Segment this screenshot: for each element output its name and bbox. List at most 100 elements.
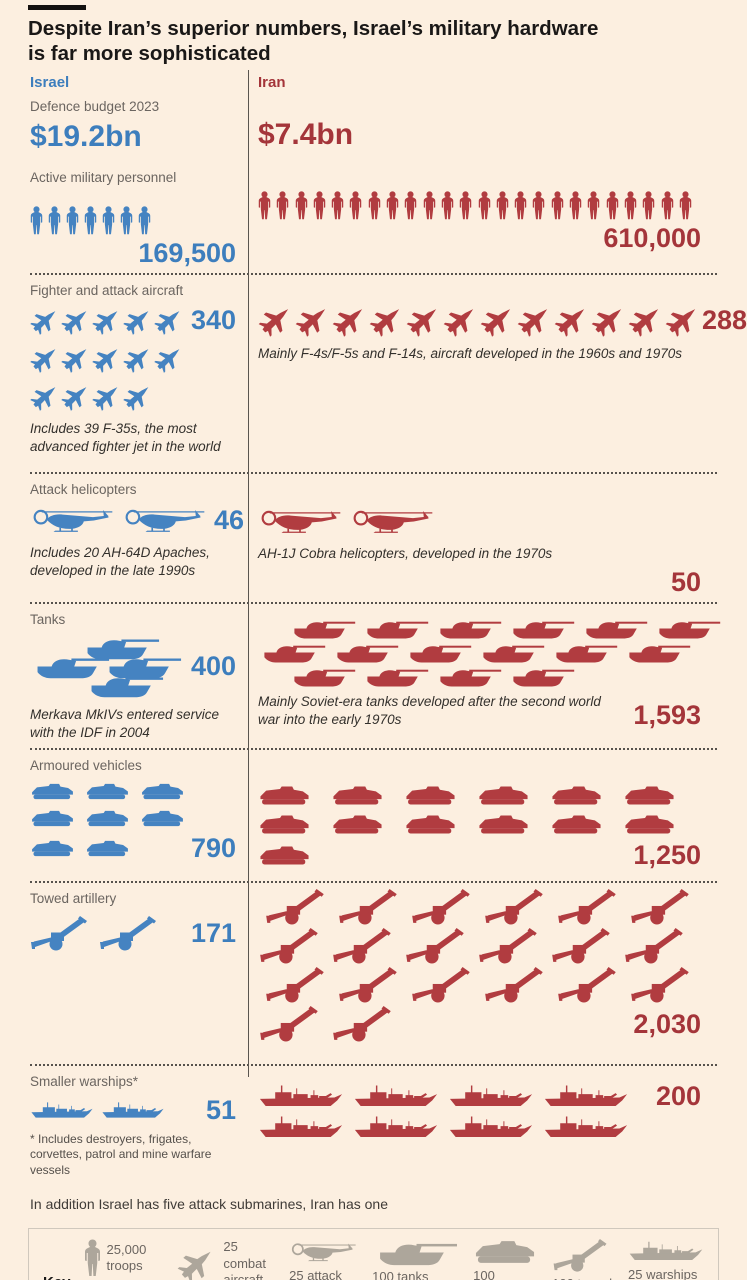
warships-iran-value: 200 xyxy=(655,1080,701,1111)
pictogram-row: 2,030 xyxy=(258,1006,701,1043)
jet-icon xyxy=(61,306,91,335)
pictogram-row xyxy=(30,781,236,802)
personnel-label: Active military personnel xyxy=(30,170,177,186)
tanks-iran-cell: Mainly Soviet-era tanks developed after … xyxy=(248,604,717,748)
key-legend: Key 25,000 troops 25 combat aircraft 25 at… xyxy=(28,1228,719,1280)
warship-icon xyxy=(258,1113,344,1142)
tank-icon xyxy=(434,618,502,639)
troop-icon xyxy=(349,190,362,221)
pictogram-row xyxy=(264,889,701,926)
key-item-warship: 25 warships xyxy=(628,1239,704,1280)
artillery-icon xyxy=(629,967,693,1004)
tank-icon xyxy=(404,642,472,663)
pictogram-row: 46 xyxy=(30,505,244,536)
pictogram-row: 51 xyxy=(30,1096,236,1124)
warship-icon xyxy=(30,1097,94,1124)
pictogram-row xyxy=(264,967,701,1004)
artillery-icon xyxy=(556,967,620,1004)
artillery-icon xyxy=(550,928,614,965)
jet-icon xyxy=(591,303,627,337)
jet-icon xyxy=(92,344,122,373)
apc-icon xyxy=(550,813,603,836)
troop-icon xyxy=(258,190,271,221)
warship-icon xyxy=(353,1113,439,1142)
troop-icon xyxy=(478,190,491,221)
aircraft-iran-pictograms: 288 xyxy=(258,303,747,337)
warships-iran-cell: 200 xyxy=(248,1066,717,1185)
troop-icon xyxy=(313,190,326,221)
aircraft-israel-pictograms: 340 xyxy=(30,306,236,411)
tank-icon xyxy=(258,642,326,663)
pictogram-row xyxy=(258,190,701,221)
warship-icon xyxy=(448,1082,534,1111)
section-tanks: Tanks 400 Merkava MkIVs entered service wi… xyxy=(30,602,717,748)
apc-icon xyxy=(404,784,457,807)
jet-icon xyxy=(30,344,60,373)
jet-icon xyxy=(258,303,294,337)
pictogram-row xyxy=(30,205,236,236)
key-item-label: 25 combat aircraft xyxy=(223,1239,266,1280)
pictogram-row xyxy=(258,784,701,807)
artillery-icon xyxy=(331,928,395,965)
apc-icon xyxy=(85,781,130,802)
armoured-iran-value: 1,250 xyxy=(633,839,701,870)
tank-icon xyxy=(361,618,429,639)
troop-icon xyxy=(295,190,308,221)
jet-icon xyxy=(628,303,664,337)
helicopters-iran-pictograms xyxy=(258,506,701,537)
troop-icon xyxy=(120,205,133,236)
tanks-iran-caption-row: Mainly Soviet-era tanks developed after … xyxy=(258,693,701,729)
apc-icon xyxy=(85,838,130,859)
personnel-israel-value: 169,500 xyxy=(138,238,236,269)
helicopters-iran-cell: AH-1J Cobra helicopters, developed in th… xyxy=(248,474,717,602)
tanks-israel-cell: Tanks 400 Merkava MkIVs entered service wi… xyxy=(30,604,248,748)
key-item-tank: 100 tanks xyxy=(372,1239,458,1280)
iran-column-header: Iran xyxy=(258,74,286,92)
key-item-label: 25 warships xyxy=(628,1267,698,1280)
troop-icon xyxy=(138,205,151,236)
aircraft-israel-cell: Fighter and attack aircraft 340 Includes 3… xyxy=(30,275,248,472)
artillery-icon xyxy=(264,967,328,1004)
jet-icon xyxy=(30,306,60,335)
artillery-icon xyxy=(258,928,322,965)
jet-icon xyxy=(154,306,184,335)
troop-icon xyxy=(514,190,527,221)
key-item-artillery: 100 towed artillery pieces xyxy=(552,1239,613,1280)
tanks-israel-caption: Merkava MkIVs entered service with the I… xyxy=(30,707,220,740)
artillery-icon xyxy=(623,928,687,965)
warships-israel-cell: Smaller warships* 51 * Includes destroyers… xyxy=(30,1066,248,1185)
pictogram-row: 288 xyxy=(258,303,747,337)
troop-icon xyxy=(404,190,417,221)
tank-icon xyxy=(580,618,648,639)
armoured-iran-cell: 1,250 xyxy=(248,750,717,881)
tanks-label: Tanks xyxy=(30,612,66,627)
pictogram-row xyxy=(30,344,236,373)
warship-icon xyxy=(101,1097,165,1124)
troop-icon xyxy=(496,190,509,221)
jet-icon xyxy=(517,303,553,337)
aircraft-iran-value: 288 xyxy=(702,304,747,335)
tank-icon xyxy=(477,642,545,663)
warships-label: Smaller warships* xyxy=(30,1073,139,1089)
title-line-2: is far more sophisticated xyxy=(28,41,271,65)
jet-icon xyxy=(443,303,479,337)
personnel-israel-value-row: 169,500 xyxy=(30,240,236,267)
helicopters-iran-caption: AH-1J Cobra helicopters, developed in th… xyxy=(258,546,553,562)
artillery-israel-pictograms: 171 xyxy=(30,916,236,952)
budget-israel-value: $19.2bn xyxy=(30,120,142,154)
helicopter-icon xyxy=(350,506,434,537)
troop-icon xyxy=(30,205,43,236)
tank-icon xyxy=(288,618,356,639)
tanks-israel-cluster: 400 xyxy=(30,635,236,698)
artillery-iran-cell: 2,030 xyxy=(248,883,717,1064)
artillery-icon xyxy=(552,1239,610,1273)
helicopters-iran-value-row: 50 xyxy=(258,569,701,596)
key-label: Key xyxy=(43,1274,71,1280)
aircraft-label: Fighter and attack aircraft xyxy=(30,283,184,299)
jet-icon xyxy=(177,1245,217,1280)
artillery-iran-pictograms: 2,030 xyxy=(258,889,701,1043)
apc-icon xyxy=(140,808,185,829)
key-item-troop: 25,000 troops xyxy=(84,1239,163,1277)
warship-icon xyxy=(628,1239,704,1264)
